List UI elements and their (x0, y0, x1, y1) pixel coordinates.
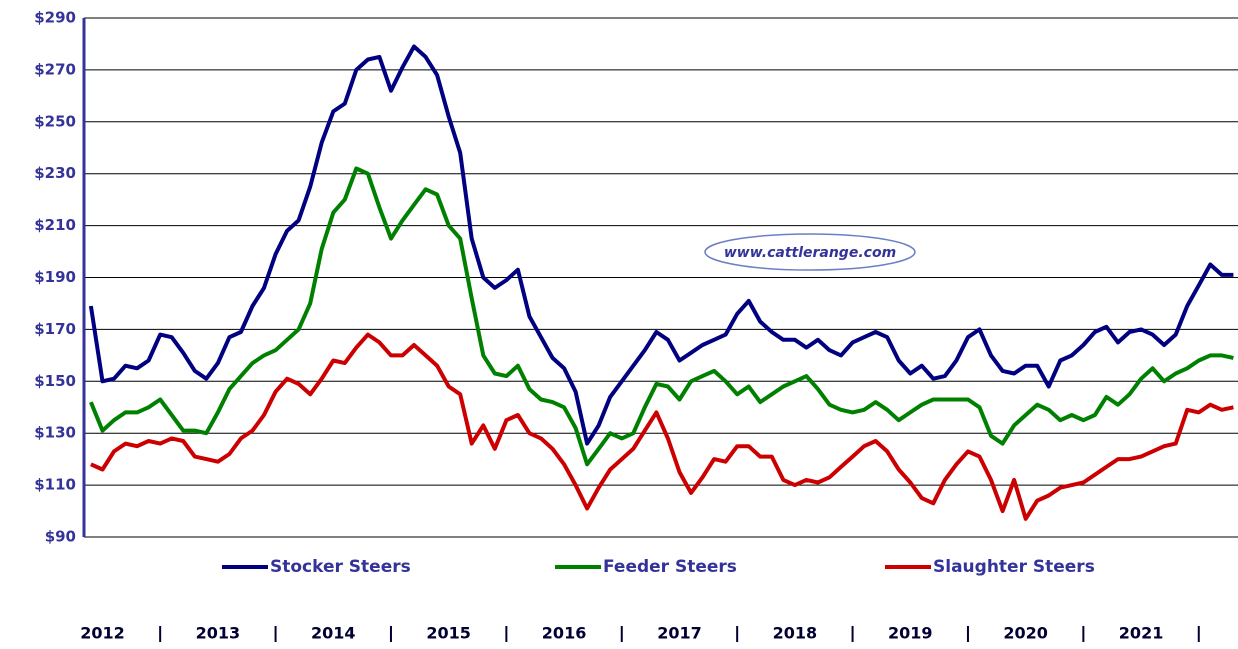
x-tick-label: 2020 (1003, 624, 1048, 643)
y-tick-label: $230 (34, 164, 76, 182)
series-line (88, 44, 1234, 446)
legend-label: Stocker Steers (270, 557, 411, 577)
legend-label: Slaughter Steers (933, 557, 1095, 577)
x-tick-label: 2013 (196, 624, 241, 643)
x-tick-label: 2017 (657, 624, 702, 643)
y-tick-label: $150 (34, 372, 76, 390)
x-tick-label: 2012 (80, 624, 125, 643)
series-line (89, 166, 1234, 467)
x-tick-label: 2021 (1119, 624, 1164, 643)
y-tick-label: $170 (34, 320, 76, 338)
y-tick-label: $210 (34, 216, 76, 234)
y-tick-label: $90 (45, 528, 76, 546)
x-tick-label: 2016 (542, 624, 587, 643)
x-tick-label: 2014 (311, 624, 356, 643)
watermark-frame (704, 233, 916, 271)
y-tick-label: $270 (34, 60, 76, 78)
y-tick-label: $190 (34, 268, 76, 286)
watermark: www.cattlerange.com (724, 245, 896, 261)
y-tick-label: $110 (34, 476, 76, 494)
y-tick-label: $250 (34, 112, 76, 130)
x-tick-label: 2018 (773, 624, 818, 643)
x-tick-label: 2019 (888, 624, 933, 643)
legend-label: Feeder Steers (603, 557, 737, 577)
x-tick-label: 2015 (426, 624, 471, 643)
y-tick-label: $130 (34, 424, 76, 442)
y-tick-label: $290 (34, 9, 76, 27)
series-line (90, 332, 1234, 521)
